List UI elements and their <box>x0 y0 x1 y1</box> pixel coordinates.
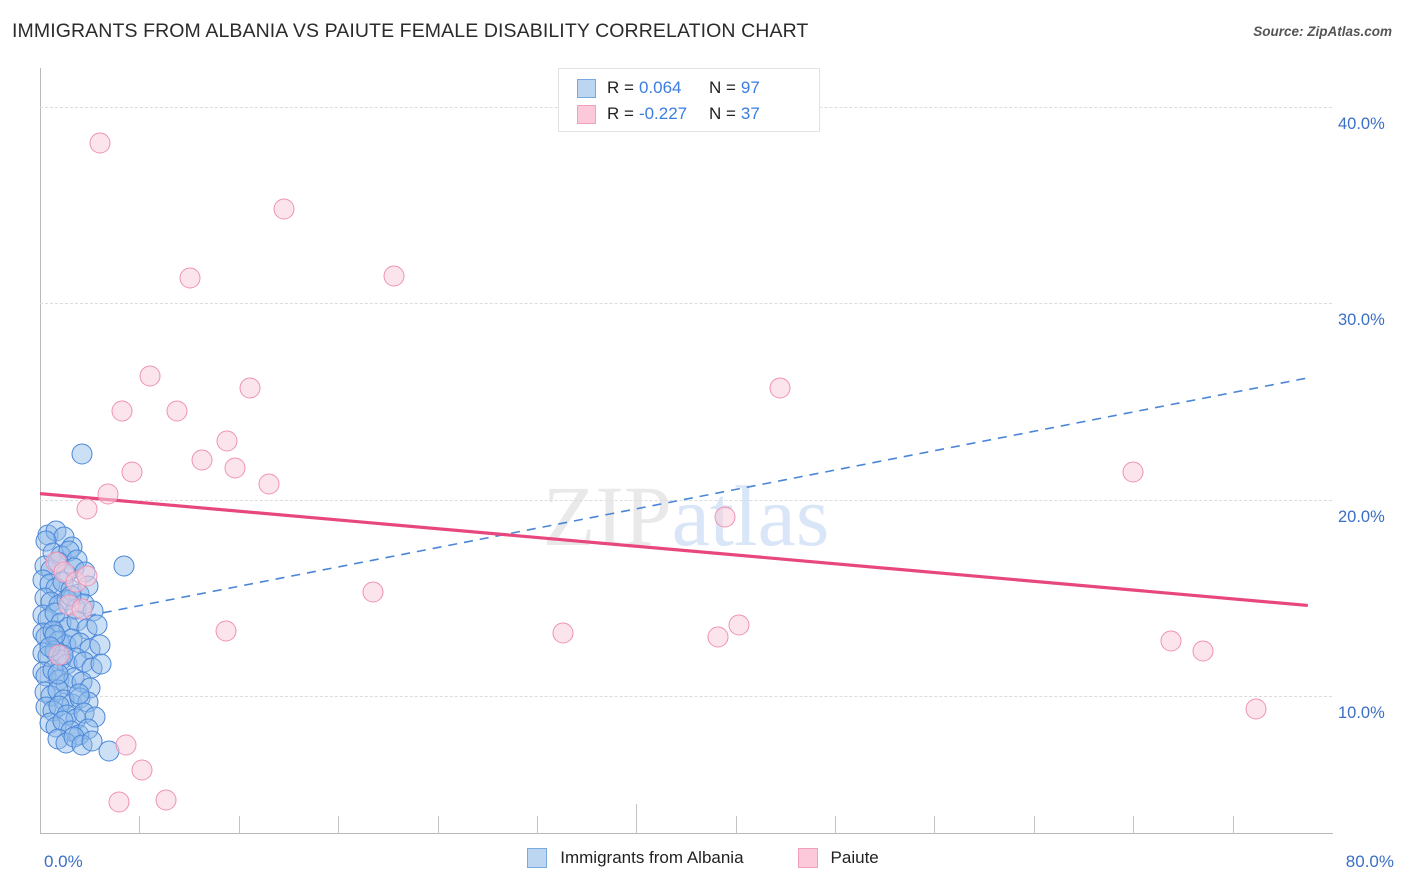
data-point-paiute <box>707 626 729 648</box>
x-axis-tick <box>735 816 737 834</box>
data-point-paiute <box>552 622 574 644</box>
data-point-paiute <box>139 365 161 387</box>
data-point-albania <box>90 653 112 675</box>
data-point-paiute <box>239 377 261 399</box>
y-axis-tick-label: 30.0% <box>1338 311 1385 330</box>
page-title: IMMIGRANTS FROM ALBANIA VS PAIUTE FEMALE… <box>12 20 809 42</box>
x-axis-tick <box>139 816 141 834</box>
trendlines-layer <box>40 377 1308 626</box>
legend-n-value-paiute: 37 <box>740 104 760 123</box>
data-point-paiute <box>76 498 98 520</box>
y-axis-tick-label: 20.0% <box>1338 507 1385 526</box>
data-point-paiute <box>71 598 93 620</box>
data-point-paiute <box>216 430 238 452</box>
data-point-paiute <box>714 506 736 528</box>
x-axis-tick <box>934 816 936 834</box>
y-axis-tick-label: 40.0% <box>1338 115 1385 134</box>
x-axis-tick <box>437 816 439 834</box>
legend-r-value-paiute: -0.227 <box>638 104 688 123</box>
data-point-paiute <box>258 473 280 495</box>
legend-n-label-albania: N = <box>708 78 736 97</box>
data-point-albania <box>89 634 111 656</box>
legend-r-label-paiute: R = <box>607 104 634 123</box>
x-axis-min-label: 0.0% <box>44 852 83 871</box>
legend-r-value-albania: 0.064 <box>638 78 682 97</box>
data-point-albania <box>47 663 69 685</box>
data-point-paiute <box>108 791 130 813</box>
x-axis-tick <box>238 816 240 834</box>
trendline-immigrants-from-albania <box>40 377 1308 626</box>
x-axis-tick <box>636 804 638 834</box>
data-point-albania <box>68 683 90 705</box>
data-point-paiute <box>191 449 212 471</box>
source-label: Source: ZipAtlas.com <box>1253 24 1392 39</box>
data-point-paiute <box>215 620 237 642</box>
legend-item-paiute[interactable]: Paiute <box>797 848 879 868</box>
legend-item-albania[interactable]: Immigrants from Albania <box>527 848 744 868</box>
data-point-paiute <box>115 734 137 756</box>
x-axis-tick <box>536 816 538 834</box>
gridline-y <box>40 499 1332 501</box>
correlation-legend: R = 0.064 N = 97 R = -0.227 N = 37 <box>558 68 820 132</box>
x-axis-line <box>40 833 1333 834</box>
data-point-paiute <box>76 565 98 587</box>
data-point-paiute <box>1160 630 1181 652</box>
data-point-paiute <box>121 461 143 483</box>
series-swatch-albania <box>527 848 548 868</box>
data-point-paiute <box>179 267 201 289</box>
data-point-albania <box>81 730 103 752</box>
legend-n-label-paiute: N = <box>708 104 736 123</box>
data-point-paiute <box>131 759 153 781</box>
data-point-paiute <box>273 198 295 220</box>
data-point-paiute <box>1122 461 1144 483</box>
y-axis-tick-label: 10.0% <box>1338 703 1385 722</box>
legend-row-albania: R = 0.064 N = 97 <box>577 75 809 101</box>
plot-area: ZIPatlas 10.0% 20.0% 30.0% 40.0% <box>32 68 1385 834</box>
zipatlas-watermark: ZIPatlas <box>542 468 830 564</box>
data-point-albania <box>71 443 93 465</box>
x-axis-max-label: 80.0% <box>1345 852 1394 871</box>
data-point-paiute <box>362 581 384 603</box>
gridline-y <box>40 695 1332 697</box>
data-point-paiute <box>383 265 405 287</box>
data-point-paiute <box>48 644 70 665</box>
legend-swatch-albania <box>577 78 596 98</box>
legend-r-label-albania: R = <box>607 78 634 97</box>
x-axis-tick <box>1033 816 1035 834</box>
legend-n-value-albania: 97 <box>740 78 760 97</box>
data-point-paiute <box>1192 640 1214 662</box>
series-swatch-paiute <box>797 848 818 868</box>
data-point-paiute <box>97 483 119 505</box>
data-point-paiute <box>1245 698 1267 720</box>
x-axis-tick <box>338 816 340 834</box>
data-point-paiute <box>155 789 177 811</box>
series-label-paiute: Paiute <box>830 848 879 867</box>
data-point-paiute <box>224 457 246 479</box>
data-point-albania <box>113 555 135 577</box>
x-axis-tick <box>1133 816 1135 834</box>
gridline-y <box>40 303 1332 305</box>
series-legend: Immigrants from Albania Paiute <box>0 848 1406 868</box>
trendline-paiute <box>40 492 1308 608</box>
data-point-paiute <box>111 400 133 422</box>
x-axis-tick <box>1232 816 1234 834</box>
series-label-albania: Immigrants from Albania <box>560 848 744 867</box>
data-point-paiute <box>166 400 188 422</box>
data-point-paiute <box>89 132 111 154</box>
data-point-paiute <box>728 614 750 636</box>
legend-swatch-paiute <box>577 104 596 124</box>
data-point-albania <box>86 614 108 636</box>
data-point-paiute <box>769 377 791 399</box>
x-axis-tick <box>835 816 837 834</box>
legend-row-paiute: R = -0.227 N = 37 <box>577 101 809 127</box>
